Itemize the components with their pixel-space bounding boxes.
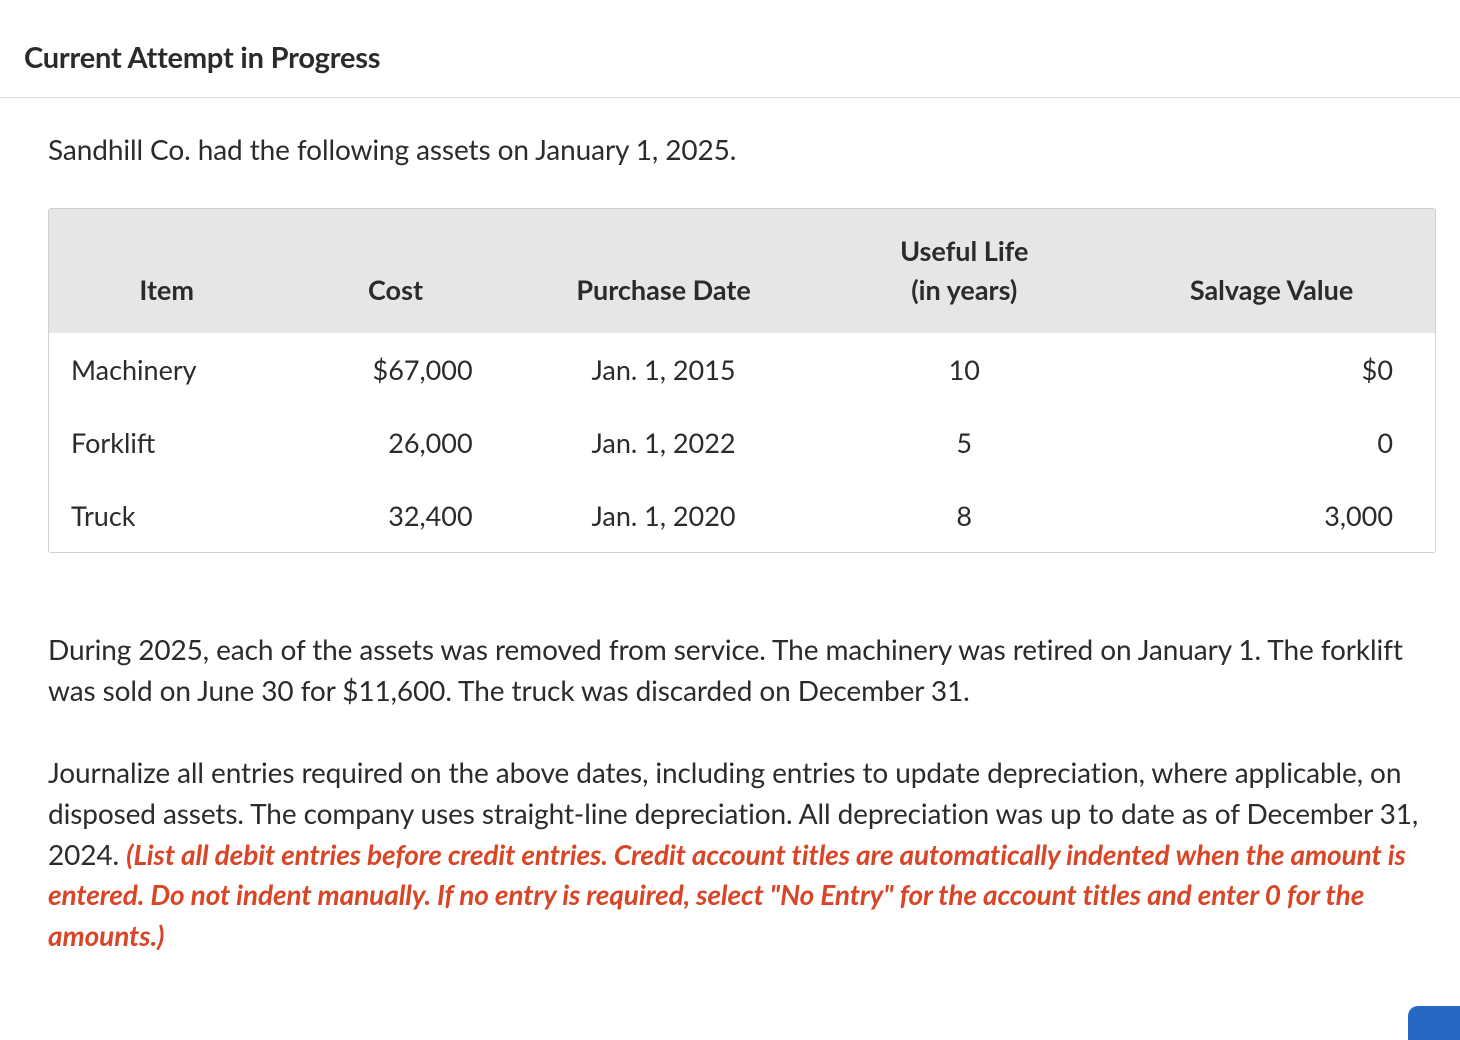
assets-table-wrap: Item Cost Purchase Date Useful Life(in y… — [48, 208, 1436, 553]
col-item: Item — [49, 209, 284, 333]
cell-life: 5 — [820, 406, 1108, 479]
cell-item: Machinery — [49, 333, 284, 406]
divider — [0, 97, 1460, 98]
instructions-paragraph: Journalize all entries required on the a… — [24, 752, 1436, 955]
table-row: Forklift 26,000 Jan. 1, 2022 5 0 — [49, 406, 1435, 479]
col-useful-life: Useful Life(in years) — [820, 209, 1108, 333]
cell-item: Forklift — [49, 406, 284, 479]
col-salvage: Salvage Value — [1108, 209, 1435, 333]
table-row: Truck 32,400 Jan. 1, 2020 8 3,000 — [49, 479, 1435, 552]
table-header-row: Item Cost Purchase Date Useful Life(in y… — [49, 209, 1435, 333]
cell-date: Jan. 1, 2020 — [507, 479, 821, 552]
cell-date: Jan. 1, 2015 — [507, 333, 821, 406]
cell-life: 10 — [820, 333, 1108, 406]
cell-life: 8 — [820, 479, 1108, 552]
cell-salvage: $0 — [1108, 333, 1435, 406]
col-useful-life-l1: Useful Life(in years) — [900, 234, 1028, 306]
cell-cost: $67,000 — [284, 333, 506, 406]
table-row: Machinery $67,000 Jan. 1, 2015 10 $0 — [49, 333, 1435, 406]
cell-item: Truck — [49, 479, 284, 552]
col-cost: Cost — [284, 209, 506, 333]
exercise-container: Current Attempt in Progress Sandhill Co.… — [0, 0, 1460, 955]
cell-cost: 26,000 — [284, 406, 506, 479]
scenario-paragraph: During 2025, each of the assets was remo… — [24, 629, 1436, 710]
cell-date: Jan. 1, 2022 — [507, 406, 821, 479]
cell-salvage: 0 — [1108, 406, 1435, 479]
instructions-hint: (List all debit entries before credit en… — [48, 837, 1406, 952]
cell-salvage: 3,000 — [1108, 479, 1435, 552]
cell-cost: 32,400 — [284, 479, 506, 552]
assets-table: Item Cost Purchase Date Useful Life(in y… — [49, 209, 1435, 552]
attempt-heading: Current Attempt in Progress — [24, 40, 1436, 75]
col-purchase-date: Purchase Date — [507, 209, 821, 333]
help-tab[interactable] — [1408, 1006, 1460, 1040]
intro-text: Sandhill Co. had the following assets on… — [24, 132, 1436, 166]
